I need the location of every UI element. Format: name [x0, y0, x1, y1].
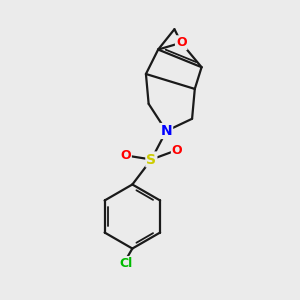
Text: Cl: Cl: [119, 257, 132, 270]
Text: S: S: [146, 152, 156, 167]
Text: O: O: [120, 149, 131, 162]
Text: N: N: [160, 124, 172, 138]
Text: O: O: [172, 143, 182, 157]
Text: O: O: [176, 36, 187, 49]
